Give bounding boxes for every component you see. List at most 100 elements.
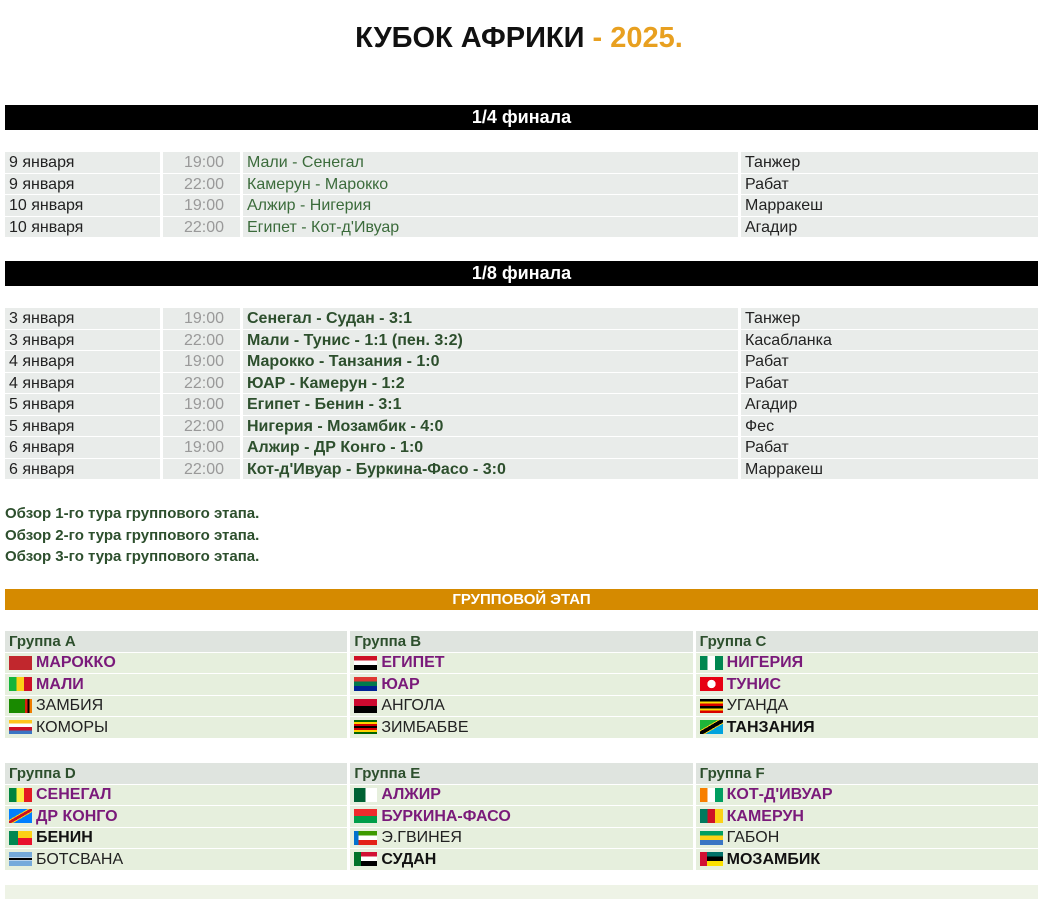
- team-row: ГАБОН: [695, 827, 1038, 849]
- group-stage-header: ГРУППОВОЙ ЭТАП: [5, 589, 1038, 610]
- footer-band: [5, 885, 1038, 899]
- sudan-flag-icon: [354, 852, 378, 867]
- match-row: 10 января 19:00 Алжир - Нигерия Марракеш: [5, 195, 1038, 217]
- match-teams[interactable]: Камерун - Марокко: [243, 173, 741, 195]
- eqguinea-flag-icon: [354, 830, 378, 845]
- match-teams[interactable]: Нигерия - Мозамбик - 4:0: [243, 415, 741, 437]
- match-teams[interactable]: Алжир - ДР Конго - 1:0: [243, 437, 741, 459]
- team-name[interactable]: ЕГИПЕТ: [381, 654, 445, 671]
- gabon-flag-icon: [699, 830, 723, 845]
- match-teams[interactable]: Мали - Тунис - 1:1 (пен. 3:2): [243, 329, 741, 351]
- team-row: МАРОККО: [5, 652, 348, 674]
- match-date: 4 января: [5, 351, 163, 373]
- match-row: 4 января 22:00 ЮАР - Камерун - 1:2 Рабат: [5, 372, 1038, 394]
- group-f: Группа F КОТ-Д'ИВУАР КАМЕРУН ГАБОН МОЗАМБИК: [695, 763, 1038, 871]
- team-name[interactable]: УГАНДА: [726, 697, 789, 714]
- team-row: ТАНЗАНИЯ: [695, 717, 1038, 739]
- team-name[interactable]: Э.ГВИНЕЯ: [381, 829, 462, 846]
- match-teams[interactable]: ЮАР - Камерун - 1:2: [243, 372, 741, 394]
- team-name[interactable]: ЗАМБИЯ: [36, 697, 104, 714]
- match-time: 19:00: [163, 195, 243, 217]
- team-name[interactable]: МАРОККО: [36, 654, 116, 671]
- group-title: Группа F: [695, 763, 1038, 785]
- match-date: 9 января: [5, 173, 163, 195]
- benin-flag-icon: [9, 830, 32, 845]
- team-row: БЕНИН: [5, 827, 348, 849]
- review-link-round3[interactable]: Обзор 3-го тура группового этапа.: [5, 548, 260, 565]
- team-name[interactable]: СЕНЕГАЛ: [36, 786, 112, 803]
- match-teams[interactable]: Египет - Бенин - 3:1: [243, 394, 741, 416]
- match-row: 5 января 19:00 Египет - Бенин - 3:1 Агадир: [5, 394, 1038, 416]
- match-time: 22:00: [163, 372, 243, 394]
- match-venue: Танжер: [741, 308, 1038, 330]
- match-time: 22:00: [163, 458, 243, 480]
- match-venue: Рабат: [741, 173, 1038, 195]
- match-date: 6 января: [5, 458, 163, 480]
- match-venue: Агадир: [741, 394, 1038, 416]
- review-link-round1[interactable]: Обзор 1-го тура группового этапа.: [5, 505, 260, 522]
- team-name[interactable]: КОТ-Д'ИВУАР: [726, 786, 833, 803]
- quarterfinal-table: 9 января 19:00 Мали - Сенегал Танжер 9 январ…: [5, 152, 1038, 238]
- group-d: Группа D СЕНЕГАЛ ДР КОНГО БЕНИН БОТСВАНА: [5, 763, 351, 871]
- team-name[interactable]: МОЗАМБИК: [726, 850, 821, 868]
- team-name[interactable]: КАМЕРУН: [726, 807, 804, 825]
- review-link-round2[interactable]: Обзор 2-го тура группового этапа.: [5, 526, 260, 544]
- match-row: 9 января 19:00 Мали - Сенегал Танжер: [5, 152, 1038, 174]
- match-time: 19:00: [163, 308, 243, 330]
- team-name[interactable]: ЗИМБАБВЕ: [381, 718, 469, 736]
- team-name[interactable]: БУРКИНА-ФАСО: [381, 807, 511, 825]
- team-row: БОТСВАНА: [5, 849, 348, 871]
- team-name[interactable]: БЕНИН: [36, 829, 93, 846]
- match-venue: Марракеш: [741, 195, 1038, 217]
- team-name[interactable]: БОТСВАНА: [36, 850, 124, 868]
- match-row: 6 января 19:00 Алжир - ДР Конго - 1:0 Рабат: [5, 437, 1038, 459]
- team-name[interactable]: ЮАР: [381, 675, 420, 693]
- team-name[interactable]: ТУНИС: [726, 675, 781, 693]
- botswana-flag-icon: [9, 852, 32, 867]
- match-date: 6 января: [5, 437, 163, 459]
- match-row: 3 января 19:00 Сенегал - Судан - 3:1 Танжер: [5, 308, 1038, 330]
- group-b: Группа B ЕГИПЕТ ЮАР АНГОЛА ЗИМБАБВЕ: [350, 631, 696, 739]
- match-row: 4 января 19:00 Марокко - Танзания - 1:0 Раб…: [5, 351, 1038, 373]
- team-name[interactable]: ДР КОНГО: [36, 807, 118, 825]
- drc-flag-icon: [9, 809, 32, 824]
- match-teams[interactable]: Марокко - Танзания - 1:0: [243, 351, 741, 373]
- match-time: 22:00: [163, 329, 243, 351]
- team-name[interactable]: ГАБОН: [726, 829, 780, 846]
- match-venue: Касабланка: [741, 329, 1038, 351]
- match-date: 5 января: [5, 415, 163, 437]
- groups-row-2: Группа D СЕНЕГАЛ ДР КОНГО БЕНИН БОТСВАНА Груп…: [5, 763, 1038, 871]
- team-row: КАМЕРУН: [695, 806, 1038, 828]
- tanzania-flag-icon: [699, 720, 723, 735]
- team-name[interactable]: АЛЖИР: [381, 786, 441, 803]
- match-teams[interactable]: Кот-д'Ивуар - Буркина-Фасо - 3:0: [243, 458, 741, 480]
- match-venue: Рабат: [741, 372, 1038, 394]
- round16-header: 1/8 финала: [5, 261, 1038, 286]
- team-name[interactable]: ТАНЗАНИЯ: [726, 718, 815, 736]
- match-teams[interactable]: Мали - Сенегал: [243, 152, 741, 174]
- team-row: ЕГИПЕТ: [350, 652, 693, 674]
- mozambique-flag-icon: [699, 852, 723, 867]
- match-venue: Рабат: [741, 351, 1038, 373]
- group-e: Группа E АЛЖИР БУРКИНА-ФАСО Э.ГВИНЕЯ СУДАН: [350, 763, 696, 871]
- match-teams[interactable]: Алжир - Нигерия: [243, 195, 741, 217]
- team-name[interactable]: НИГЕРИЯ: [726, 654, 804, 671]
- match-teams[interactable]: Египет - Кот-д'Ивуар: [243, 216, 741, 238]
- match-time: 19:00: [163, 394, 243, 416]
- team-name[interactable]: СУДАН: [381, 850, 437, 868]
- team-name[interactable]: КОМОРЫ: [36, 718, 109, 736]
- rsa-flag-icon: [354, 677, 378, 692]
- tunisia-flag-icon: [699, 677, 723, 692]
- team-row: УГАНДА: [695, 695, 1038, 717]
- egypt-flag-icon: [354, 655, 378, 670]
- team-name[interactable]: АНГОЛА: [381, 697, 445, 714]
- team-row: БУРКИНА-ФАСО: [350, 806, 693, 828]
- team-row: ЗАМБИЯ: [5, 695, 348, 717]
- team-row: НИГЕРИЯ: [695, 652, 1038, 674]
- team-name[interactable]: МАЛИ: [36, 675, 84, 693]
- zimbabwe-flag-icon: [354, 720, 378, 735]
- group-title: Группа D: [5, 763, 348, 785]
- match-teams[interactable]: Сенегал - Судан - 3:1: [243, 308, 741, 330]
- review-links: Обзор 1-го тура группового этапа. Обзор …: [5, 503, 259, 568]
